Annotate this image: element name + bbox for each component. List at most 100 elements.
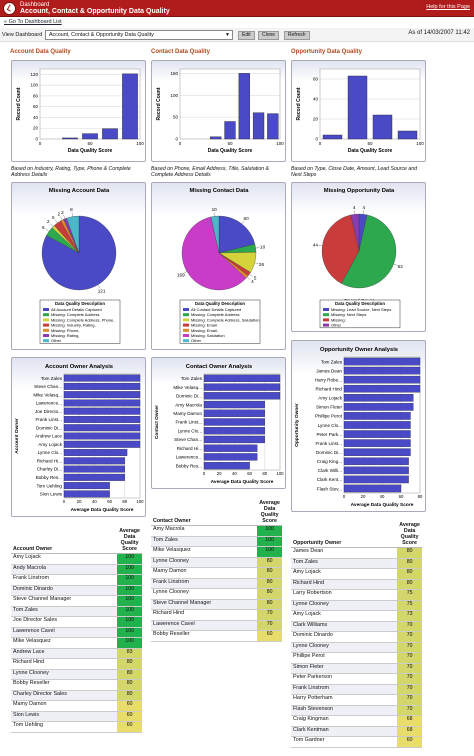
y-tick-label: Richard Hi... [177, 446, 202, 451]
owner-name: Amy Lojack [291, 610, 398, 622]
as-of-timestamp: As of 14/03/2007 11:42 [408, 30, 470, 36]
table-row: Tom Zales 100 [11, 606, 142, 617]
slice-label: 6 [42, 225, 45, 230]
legend-box [39, 299, 121, 344]
bar [63, 465, 125, 473]
slice-label: 10 [260, 245, 266, 250]
score-cell: 60 [397, 736, 422, 748]
help-link[interactable]: Help for this Page [426, 4, 470, 10]
page-title: Account, Contact & Opportunity Data Qual… [20, 8, 170, 15]
y-tick-label: 50 [173, 115, 179, 120]
owner-name: Lynne Clooney [291, 642, 398, 653]
clone-button[interactable]: Clone [258, 31, 280, 40]
y-tick-label: Andrew Lace [35, 434, 62, 439]
y-tick-label: Clark Willi... [318, 468, 342, 473]
x-tick-label: 20 [217, 471, 222, 476]
score-cell: 60 [117, 700, 142, 712]
y-tick-label: 20 [313, 117, 319, 122]
score-cell: 80 [257, 567, 282, 579]
dashboard-icon [3, 2, 16, 15]
score-cell: 80 [397, 547, 422, 559]
contact-column-title: Contact Data Quality [151, 49, 211, 55]
account-column-title: Account Data Quality [10, 49, 71, 55]
owner-name: Tom Gardner [291, 736, 398, 748]
score-cell: 100 [117, 574, 142, 586]
table-row: Lawerence Cavel 100 [11, 627, 142, 638]
legend-swatch [183, 313, 189, 317]
bar [63, 449, 128, 456]
x-tick-label: 0 [39, 141, 42, 146]
score-cell: 70 [397, 642, 422, 653]
legend-item: Missing: Email [191, 323, 217, 328]
y-tick-label: Lynne Clo... [38, 450, 62, 455]
bar [343, 466, 409, 475]
y-tick-label: Clark Kent... [317, 477, 342, 482]
bar [343, 403, 414, 411]
slice-leader [54, 219, 58, 224]
table-row: Sion Lewis 60 [11, 711, 142, 722]
bar [343, 448, 411, 456]
y-tick-label: Harry Robe... [315, 377, 342, 382]
score-cell: 100 [117, 564, 142, 575]
table-row: Richard Hind 70 [151, 609, 282, 621]
score-cell: 68 [397, 715, 422, 727]
edit-button[interactable]: Edit [238, 31, 255, 40]
owner-name: Larry Robertson [291, 589, 398, 601]
table-row: Frank Linstrom 80 [151, 578, 282, 589]
x-tick-label: 100 [136, 499, 144, 504]
score-cell: 100 [117, 616, 142, 628]
header-crumb: Dashboard [20, 2, 50, 8]
slice-leader [254, 262, 259, 264]
x-tick-label: 40 [92, 499, 97, 504]
owner-name: Tom Zales [291, 558, 398, 569]
owner-name: Amy Macrola [151, 525, 258, 537]
score-cell: 73 [397, 610, 422, 622]
owner-name: Amy Lojack [11, 553, 118, 565]
legend-swatch [43, 323, 49, 327]
refresh-button[interactable]: Refresh [284, 31, 310, 40]
bar [224, 121, 236, 140]
score-cell: 70 [257, 609, 282, 621]
bar [343, 394, 414, 402]
table-row: Lynne Clooney 80 [151, 557, 282, 568]
slice-leader [393, 263, 398, 266]
bar [63, 416, 141, 423]
y-tick-label: Tom Uehling [36, 483, 62, 488]
owner-name: Lynne Clooney [291, 600, 398, 611]
slice-leader [241, 220, 245, 224]
x-tick-label: 100 [276, 141, 284, 146]
score-cell: 60 [117, 721, 142, 733]
legend-item: Missing: Next Steps [331, 312, 366, 317]
y-axis-label: Record Count [296, 87, 302, 120]
table-row: Charley Director Sales 80 [11, 690, 142, 701]
score-column-header: Average Data Quality Score [257, 499, 282, 526]
slice-label: 2 [58, 211, 61, 216]
bar [102, 128, 118, 140]
bar [397, 130, 418, 140]
plot-area [319, 68, 421, 140]
score-cell: 70 [397, 684, 422, 695]
slice-label: 44 [313, 242, 319, 247]
bar [63, 374, 141, 382]
dashboard-list-link[interactable]: « Go To Dashboard List [4, 19, 62, 25]
bar [203, 418, 265, 426]
y-tick-label: Joe Directo... [35, 409, 62, 414]
legend-title: Data Quality Description [55, 301, 105, 306]
slice-label: 169 [177, 272, 185, 277]
legend-swatch [43, 328, 49, 332]
owner-name: Tom Zales [151, 536, 258, 547]
opportunity-owner-panel: Opportunity Owner Analysis 0 20 40 60 80 Tom Z… [291, 340, 426, 512]
x-tick-label: 0 [343, 494, 346, 499]
table-row: Andy Macrola 100 [11, 564, 142, 575]
dashboard-select[interactable]: Account, Contact & Opportunity Data Qual… [45, 30, 233, 40]
score-cell: 80 [117, 658, 142, 670]
legend-item: Other [191, 338, 202, 343]
legend-swatch [183, 308, 189, 311]
bar [343, 475, 409, 484]
x-tick-label: 80 [122, 499, 127, 504]
y-tick-label: James Dean [316, 368, 342, 373]
dashboard-select-value: Account, Contact & Opportunity Data Qual… [49, 32, 154, 38]
slice-label: 5 [254, 276, 257, 281]
y-tick-label: Richard Hi... [37, 458, 62, 463]
table-row: Richard Hind 80 [291, 579, 422, 590]
